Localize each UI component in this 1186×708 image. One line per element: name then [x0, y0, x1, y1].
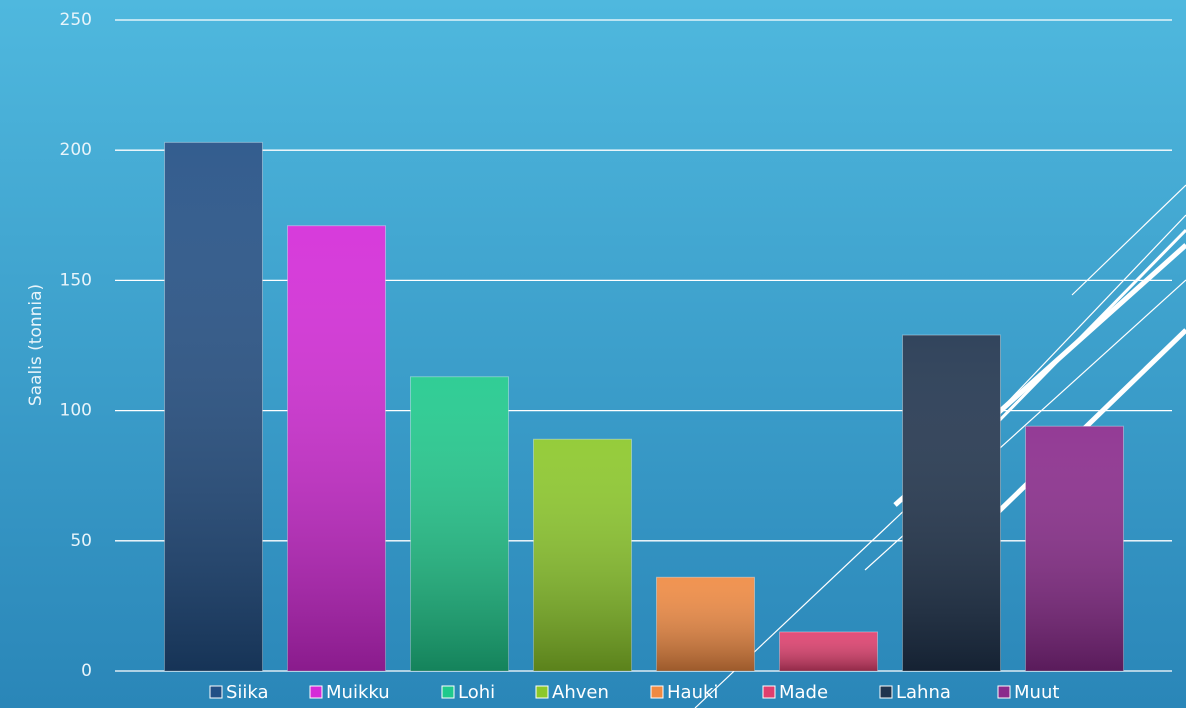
- legend-swatch: [762, 685, 776, 699]
- bar: [287, 225, 386, 672]
- legend-label: Lahna: [896, 682, 951, 703]
- legend-swatch: [650, 685, 664, 699]
- bar: [1025, 425, 1124, 672]
- legend-label: Ahven: [552, 682, 609, 703]
- bar: [779, 631, 878, 672]
- legend-label: Made: [779, 682, 828, 703]
- legend-swatch: [997, 685, 1011, 699]
- y-tick-label: 0: [81, 661, 92, 681]
- y-tick-label: 250: [60, 10, 92, 30]
- y-tick-label: 200: [60, 140, 92, 160]
- bar: [164, 141, 263, 672]
- bar: [410, 376, 509, 672]
- legend-label: Muikku: [326, 682, 390, 703]
- y-axis-label: Saalis (tonnia): [26, 284, 46, 406]
- y-tick-label: 50: [70, 531, 92, 551]
- legend-swatch: [309, 685, 323, 699]
- bar: [533, 438, 632, 672]
- y-tick-label: 100: [60, 401, 92, 421]
- legend-label: Muut: [1014, 682, 1059, 703]
- legend-label: Lohi: [458, 682, 495, 703]
- legend-label: Hauki: [667, 682, 718, 703]
- bar: [902, 334, 1001, 672]
- legend-swatch: [441, 685, 455, 699]
- legend-swatch: [535, 685, 549, 699]
- y-tick-label: 150: [60, 270, 92, 290]
- bar: [656, 576, 755, 672]
- legend-swatch: [209, 685, 223, 699]
- legend-label: Siika: [226, 682, 269, 703]
- legend-swatch: [879, 685, 893, 699]
